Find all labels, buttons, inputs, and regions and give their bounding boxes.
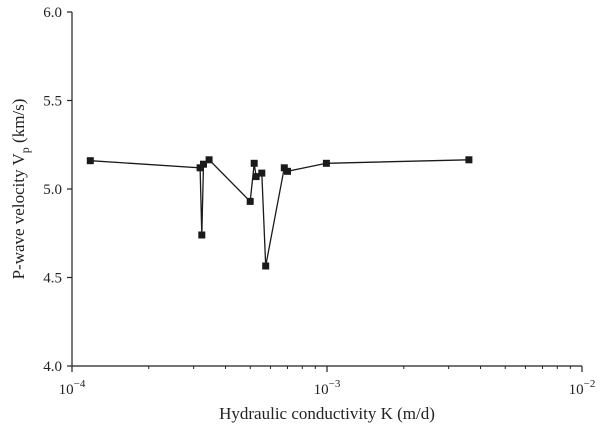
x-axis-ticks: 10−4 10−3 10−2 xyxy=(59,366,596,398)
data-point-marker xyxy=(200,160,207,168)
data-point-marker xyxy=(322,159,330,167)
x-tick-exponent: −3 xyxy=(329,378,341,390)
data-point-marker xyxy=(262,262,270,270)
series-polyline xyxy=(90,158,469,267)
x-tick-base: 10 xyxy=(59,382,74,398)
x-tick-exponent: −2 xyxy=(584,378,596,390)
data-point-marker xyxy=(252,173,260,181)
y-tick-label: 4.5 xyxy=(43,271,62,287)
x-tick-label: 10−3 xyxy=(314,378,341,398)
data-point-marker xyxy=(205,156,213,164)
series-line xyxy=(90,158,469,267)
data-markers xyxy=(86,156,473,270)
axes xyxy=(71,12,582,367)
x-tick-base: 10 xyxy=(314,382,329,398)
data-point-marker xyxy=(246,197,254,205)
data-point-marker xyxy=(250,159,258,167)
y-tick-label: 4.0 xyxy=(43,359,62,375)
data-point-marker xyxy=(86,157,94,165)
y-axis-title-unit: (km/s) xyxy=(9,99,28,148)
y-axis-ticks: 4.0 4.5 5.0 5.5 6.0 xyxy=(43,5,72,375)
x-tick-label: 10−4 xyxy=(59,378,86,398)
y-axis-title: P-wave velocity Vp (km/s) xyxy=(9,99,32,280)
x-tick-exponent: −4 xyxy=(74,378,86,390)
data-point-marker xyxy=(196,164,204,172)
data-point-marker xyxy=(465,156,473,164)
x-axis-title: Hydraulic conductivity K (m/d) xyxy=(219,404,435,423)
x-tick-base: 10 xyxy=(569,382,584,398)
y-axis-title-subscript: p xyxy=(18,147,32,153)
data-point-marker xyxy=(198,231,206,239)
y-tick-label: 5.0 xyxy=(43,182,62,198)
data-point-marker xyxy=(258,169,266,177)
y-tick-label: 5.5 xyxy=(43,94,62,110)
y-axis-title-main: P-wave velocity V xyxy=(9,152,28,279)
y-tick-label: 6.0 xyxy=(43,5,62,21)
data-point-marker xyxy=(284,167,291,175)
x-tick-label: 10−2 xyxy=(569,378,596,398)
